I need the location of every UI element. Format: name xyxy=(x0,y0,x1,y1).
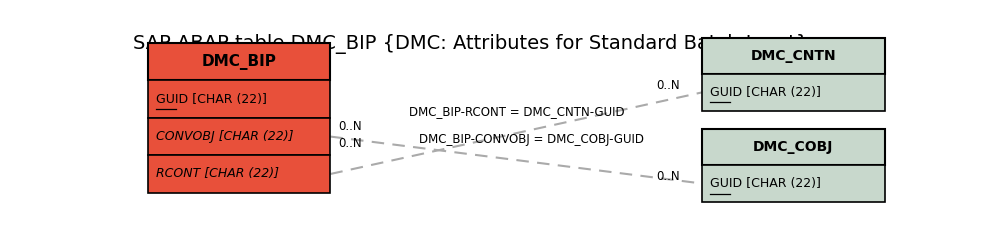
Bar xyxy=(148,80,330,118)
Text: DMC_BIP-RCONT = DMC_CNTN-GUID: DMC_BIP-RCONT = DMC_CNTN-GUID xyxy=(409,105,624,118)
Text: 0..N: 0..N xyxy=(338,137,362,150)
Text: SAP ABAP table DMC_BIP {DMC: Attributes for Standard Batch Input}: SAP ABAP table DMC_BIP {DMC: Attributes … xyxy=(133,34,808,54)
Text: DMC_BIP: DMC_BIP xyxy=(202,54,277,70)
Text: 0..N: 0..N xyxy=(656,170,680,183)
Text: 0..N: 0..N xyxy=(656,78,680,91)
Text: DMC_COBJ: DMC_COBJ xyxy=(753,140,834,154)
Text: 0..N: 0..N xyxy=(338,120,362,133)
Text: GUID [CHAR (22)]: GUID [CHAR (22)] xyxy=(156,93,267,106)
Text: GUID [CHAR (22)]: GUID [CHAR (22)] xyxy=(710,177,821,190)
Text: RCONT [CHAR (22)]: RCONT [CHAR (22)] xyxy=(156,168,279,181)
Bar xyxy=(702,74,885,110)
Text: DMC_CNTN: DMC_CNTN xyxy=(751,49,836,63)
Text: CONVOBJ [CHAR (22)]: CONVOBJ [CHAR (22)] xyxy=(156,130,294,143)
Bar xyxy=(148,118,330,155)
Bar xyxy=(702,165,885,202)
Bar xyxy=(148,43,330,80)
Bar xyxy=(702,129,885,165)
Bar xyxy=(702,38,885,74)
Bar xyxy=(148,155,330,193)
Text: GUID [CHAR (22)]: GUID [CHAR (22)] xyxy=(710,86,821,99)
Text: DMC_BIP-CONVOBJ = DMC_COBJ-GUID: DMC_BIP-CONVOBJ = DMC_COBJ-GUID xyxy=(419,133,644,146)
